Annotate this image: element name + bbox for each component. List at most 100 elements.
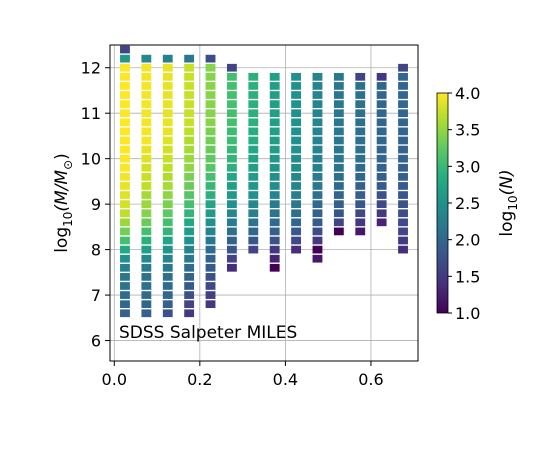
heatmap-cell [120,154,130,163]
heatmap-cell [226,236,237,245]
heatmap-cell [141,63,152,72]
colorbar-tick-label: 2.0 [455,231,480,250]
heatmap-cell [141,300,152,309]
heatmap-cell [398,200,408,209]
heatmap-cell [162,300,173,309]
heatmap-cell [205,236,216,245]
heatmap-cell [312,91,323,99]
heatmap-cell [333,136,344,145]
heatmap-cell [205,72,216,81]
heatmap-cell [312,245,323,254]
y-tick-label: 10 [81,150,101,169]
heatmap-cell [398,63,408,72]
heatmap-cell [205,227,216,236]
colorbar-tick-label: 1.5 [455,267,480,286]
heatmap-cell [141,100,152,108]
heatmap-cell [120,91,130,99]
heatmap-cell [162,172,173,181]
heatmap-cell [120,191,130,199]
heatmap-cell [333,82,344,90]
heatmap-cell [162,236,173,245]
heatmap-cell [291,136,302,145]
heatmap-cell [333,209,344,218]
heatmap-cell [184,118,195,127]
heatmap-cell [355,191,366,199]
heatmap-cell [376,191,387,199]
heatmap-cell [269,218,280,227]
heatmap-cell [312,145,323,154]
heatmap-cell [333,163,344,172]
heatmap-cell [312,109,323,118]
heatmap-cell [291,82,302,90]
heatmap-cell [269,100,280,108]
heatmap-cell [184,191,195,199]
heatmap-cell [269,154,280,163]
heatmap-cell [120,300,130,309]
heatmap-cell [291,154,302,163]
heatmap-cell [248,154,259,163]
heatmap-cell [248,172,259,181]
heatmap-cell [333,191,344,199]
heatmap-cell [291,127,302,136]
heatmap-cell [184,136,195,145]
colorbar-label: log10(N) [497,169,520,236]
heatmap-cell [120,236,130,245]
heatmap-cell [269,82,280,90]
heatmap-cell [376,163,387,172]
heatmap-cell [120,82,130,90]
heatmap-cell [355,209,366,218]
heatmap-cell [248,218,259,227]
heatmap-cell [205,54,216,63]
heatmap-cell [355,82,366,90]
heatmap-cell [333,227,344,236]
heatmap-cell [333,218,344,227]
heatmap-cell [120,209,130,218]
heatmap-cell [376,127,387,136]
heatmap-cell [120,218,130,227]
heatmap-cell [355,172,366,181]
heatmap-cell [269,263,280,272]
heatmap-cell [312,127,323,136]
heatmap-cell [184,145,195,154]
heatmap-cell [269,109,280,118]
heatmap-cell [226,109,237,118]
heatmap-cell [398,245,408,254]
heatmap-cell [269,172,280,181]
heatmap-cell [312,209,323,218]
heatmap-cell [269,91,280,99]
heatmap-cell [184,200,195,209]
colorbar-tick-label: 2.5 [455,194,480,213]
heatmap-cell [226,218,237,227]
heatmap-cell [355,127,366,136]
heatmap-cell [184,236,195,245]
heatmap-cell [333,100,344,108]
heatmap-cell [355,154,366,163]
heatmap-cell [333,182,344,190]
heatmap-cell [333,91,344,99]
heatmap-cell [205,145,216,154]
heatmap-cell [162,182,173,190]
heatmap-cell [141,254,152,263]
heatmap-cell [269,182,280,190]
heatmap-cell [291,236,302,245]
heatmap-cell [162,82,173,90]
heatmap-cell [248,163,259,172]
heatmap-cell [355,91,366,99]
heatmap-cell [205,127,216,136]
y-tick-label: 12 [81,59,101,78]
heatmap-cell [226,127,237,136]
heatmap-cell [120,118,130,127]
heatmap-cell [269,227,280,236]
heatmap-cell [141,273,152,281]
heatmap-cell [162,218,173,227]
heatmap-cell [269,127,280,136]
chart-annotation: SDSS Salpeter MILES [119,323,297,343]
heatmap-cell [376,72,387,81]
heatmap-cell [248,127,259,136]
heatmap-cell [291,118,302,127]
heatmap-cell [248,109,259,118]
heatmap-cell [184,109,195,118]
heatmap-cell [141,109,152,118]
heatmap-cell [184,282,195,290]
heatmap-cell [226,172,237,181]
